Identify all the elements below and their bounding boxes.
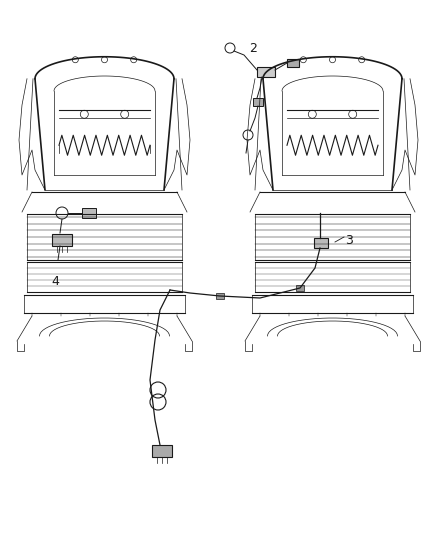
FancyBboxPatch shape — [216, 293, 224, 299]
FancyBboxPatch shape — [257, 67, 275, 77]
FancyBboxPatch shape — [296, 285, 304, 291]
Text: 2: 2 — [249, 42, 257, 55]
Text: 3: 3 — [345, 233, 353, 246]
FancyBboxPatch shape — [253, 98, 263, 106]
FancyBboxPatch shape — [287, 59, 299, 67]
Text: 4: 4 — [51, 275, 59, 288]
FancyBboxPatch shape — [152, 445, 172, 457]
FancyBboxPatch shape — [314, 238, 328, 248]
FancyBboxPatch shape — [82, 208, 96, 218]
FancyBboxPatch shape — [52, 234, 72, 246]
